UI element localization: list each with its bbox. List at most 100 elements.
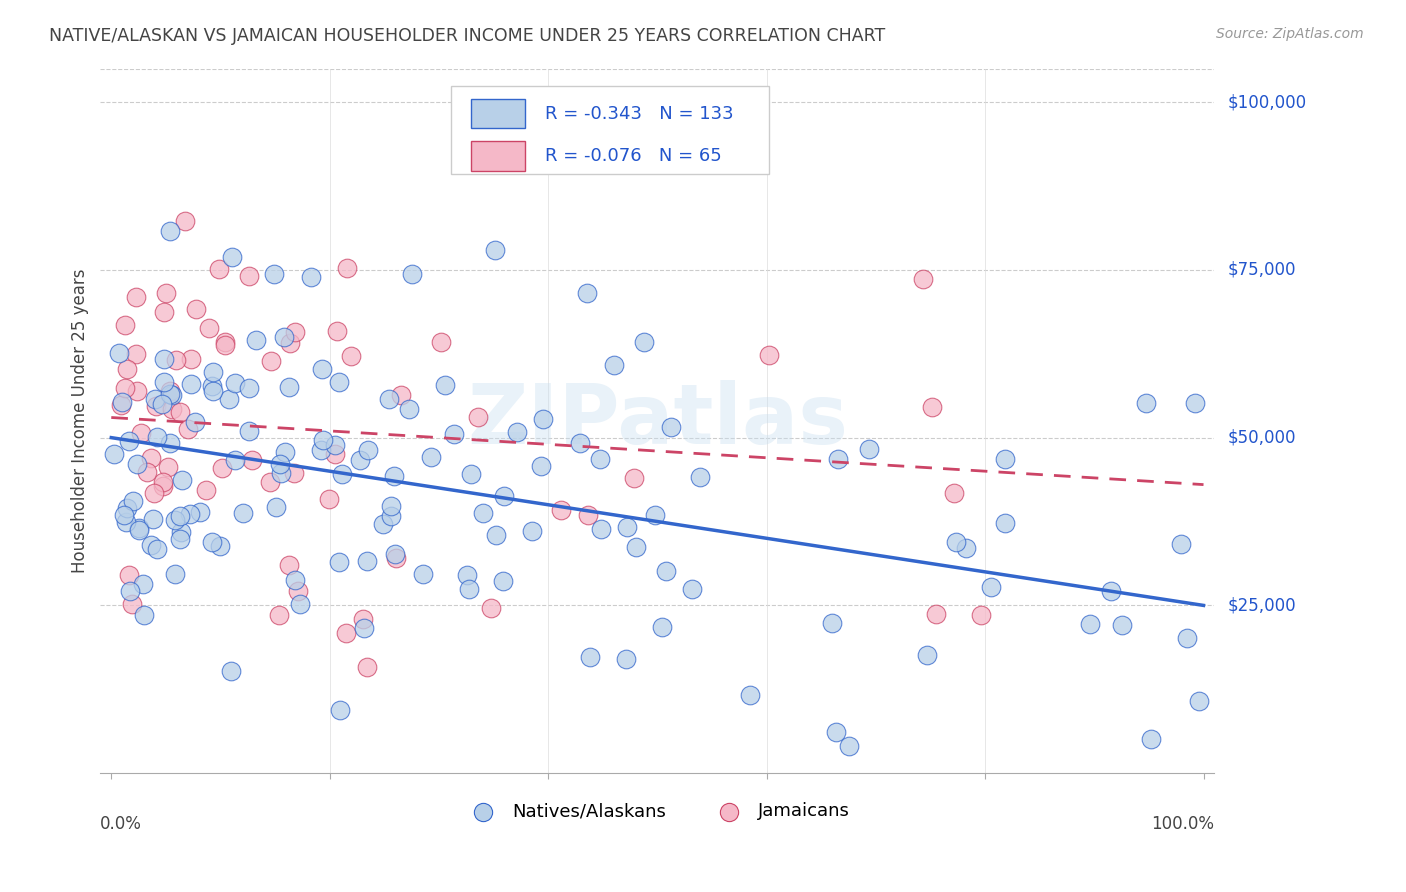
Point bbox=[623, 471, 645, 485]
Point bbox=[118, 434, 141, 448]
Text: R = -0.076   N = 65: R = -0.076 N = 65 bbox=[546, 147, 721, 165]
Point bbox=[689, 470, 711, 484]
Point bbox=[311, 361, 333, 376]
Point bbox=[616, 519, 638, 533]
Point bbox=[311, 434, 333, 448]
Point bbox=[576, 508, 599, 522]
Point bbox=[270, 466, 292, 480]
Point bbox=[288, 598, 311, 612]
Point bbox=[115, 362, 138, 376]
Point bbox=[153, 352, 176, 367]
Point bbox=[232, 507, 254, 521]
Point bbox=[218, 392, 240, 406]
Point bbox=[159, 224, 181, 238]
Point bbox=[579, 649, 602, 664]
Point bbox=[624, 540, 647, 554]
Point bbox=[127, 458, 149, 472]
Point bbox=[603, 358, 626, 372]
Point bbox=[911, 272, 934, 286]
Point bbox=[659, 420, 682, 434]
Point bbox=[150, 397, 173, 411]
Point bbox=[132, 608, 155, 623]
Point bbox=[162, 401, 184, 416]
Point bbox=[328, 375, 350, 389]
Point bbox=[443, 426, 465, 441]
Point bbox=[384, 547, 406, 561]
Point bbox=[211, 460, 233, 475]
Point bbox=[1111, 617, 1133, 632]
Point bbox=[221, 250, 243, 264]
Point bbox=[827, 451, 849, 466]
Point bbox=[420, 450, 443, 465]
Text: R = -0.343   N = 133: R = -0.343 N = 133 bbox=[546, 104, 734, 122]
Point bbox=[110, 398, 132, 412]
Point bbox=[336, 260, 359, 275]
Text: 100.0%: 100.0% bbox=[1152, 815, 1215, 833]
Point bbox=[530, 458, 553, 473]
Text: $50,000: $50,000 bbox=[1227, 429, 1296, 447]
Point bbox=[273, 330, 295, 344]
Point bbox=[378, 392, 401, 406]
Point bbox=[165, 352, 187, 367]
Point bbox=[616, 652, 638, 666]
Point bbox=[323, 438, 346, 452]
Point bbox=[122, 494, 145, 508]
Point bbox=[125, 347, 148, 361]
Point bbox=[159, 384, 181, 398]
Point bbox=[163, 567, 186, 582]
Point bbox=[245, 333, 267, 347]
Point bbox=[460, 467, 482, 481]
Point bbox=[179, 508, 201, 522]
Point bbox=[945, 534, 967, 549]
Point bbox=[284, 573, 307, 587]
Point bbox=[195, 483, 218, 497]
Point bbox=[152, 479, 174, 493]
Point bbox=[152, 375, 174, 389]
Point bbox=[284, 325, 307, 339]
Point bbox=[152, 304, 174, 318]
Point bbox=[259, 475, 281, 489]
Text: Source: ZipAtlas.com: Source: ZipAtlas.com bbox=[1216, 27, 1364, 41]
Point bbox=[758, 348, 780, 362]
Point bbox=[238, 268, 260, 283]
Point bbox=[382, 468, 405, 483]
Point bbox=[655, 564, 678, 578]
Text: ZIPatlas: ZIPatlas bbox=[467, 380, 848, 461]
Point bbox=[373, 516, 395, 531]
Point bbox=[1099, 584, 1122, 599]
Point bbox=[263, 267, 285, 281]
Point bbox=[318, 491, 340, 506]
Point bbox=[357, 443, 380, 458]
Text: $75,000: $75,000 bbox=[1227, 260, 1296, 279]
Point bbox=[531, 412, 554, 426]
Point bbox=[142, 511, 165, 525]
Point bbox=[278, 380, 301, 394]
Point bbox=[398, 401, 420, 416]
Point bbox=[821, 615, 844, 630]
Point bbox=[238, 381, 260, 395]
Point bbox=[352, 612, 374, 626]
Point bbox=[858, 442, 880, 456]
Point bbox=[681, 582, 703, 596]
Point bbox=[238, 424, 260, 438]
Point bbox=[278, 558, 301, 573]
Point bbox=[188, 505, 211, 519]
Point bbox=[349, 453, 371, 467]
Point bbox=[824, 725, 846, 739]
Point bbox=[139, 538, 162, 552]
Point bbox=[323, 447, 346, 461]
Point bbox=[128, 521, 150, 535]
Point bbox=[283, 467, 305, 481]
Point bbox=[269, 457, 291, 471]
Point bbox=[173, 214, 195, 228]
Point bbox=[994, 516, 1017, 531]
Point bbox=[160, 388, 183, 402]
Point bbox=[980, 580, 1002, 594]
Point bbox=[356, 554, 378, 568]
Point bbox=[184, 415, 207, 429]
Point bbox=[142, 486, 165, 500]
Point bbox=[111, 395, 134, 409]
Point bbox=[170, 473, 193, 487]
Point bbox=[159, 436, 181, 450]
Point bbox=[180, 351, 202, 366]
